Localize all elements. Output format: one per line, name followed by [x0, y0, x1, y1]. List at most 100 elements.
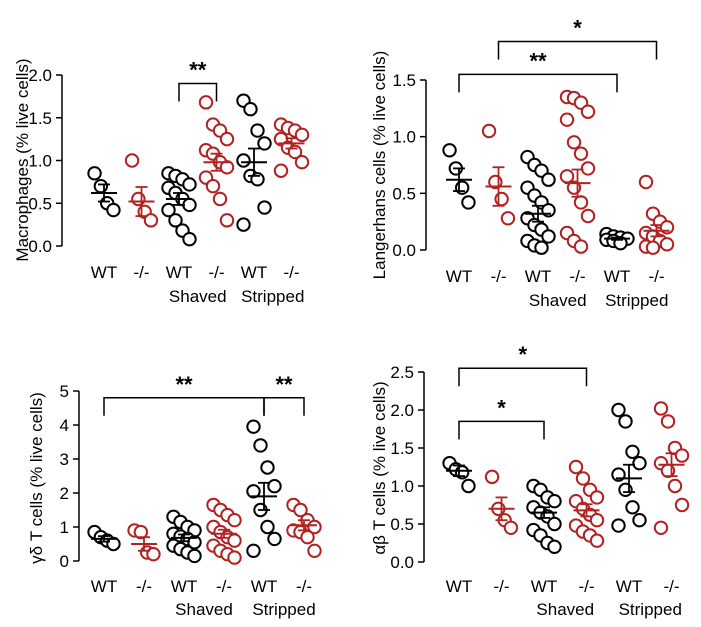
data-point — [198, 95, 214, 110]
data-point — [106, 536, 121, 552]
data-point — [541, 229, 556, 244]
data-point — [168, 213, 183, 228]
data-point — [260, 460, 275, 475]
y-tick-label: 5 — [60, 382, 69, 401]
data-point — [293, 502, 308, 518]
data-point — [541, 172, 556, 187]
data-point — [442, 143, 457, 158]
category-label: -/- — [490, 267, 506, 286]
significance-label: ** — [529, 48, 547, 73]
significance-label: * — [497, 395, 506, 420]
data-point — [580, 104, 596, 119]
category-label: -/- — [648, 267, 664, 286]
data-point — [611, 518, 626, 533]
data-point — [93, 178, 109, 194]
significance-bracket — [458, 73, 618, 93]
data-point — [580, 208, 596, 224]
significance-label: ** — [189, 58, 207, 83]
panel-ab-t-cells: 0.0 0.5 1.0 1.5 2.0 2.5αβ T cells (% live cel… — [370, 342, 690, 619]
category-label: -/- — [569, 267, 585, 286]
y-axis-label: Macrophages (% live cells) — [13, 58, 32, 261]
data-point — [227, 513, 242, 528]
category-label: -/- — [578, 577, 594, 596]
group-label: Shaved — [529, 291, 587, 310]
data-point — [246, 484, 261, 499]
y-tick-label: 3 — [60, 450, 69, 469]
group-label: Stripped — [252, 600, 315, 619]
data-point — [589, 533, 605, 548]
significance-bracket — [497, 40, 658, 60]
y-axis-label: αβ T cells (% live cells) — [370, 381, 389, 554]
y-tick-label: 0.5 — [28, 194, 52, 213]
data-point — [227, 550, 242, 565]
data-point — [106, 202, 121, 218]
data-point — [253, 438, 268, 453]
significance-label: ** — [275, 372, 293, 397]
data-point — [580, 161, 596, 176]
data-point — [182, 177, 197, 192]
y-tick-label: 1.0 — [392, 128, 416, 147]
y-tick-label: 0.5 — [392, 184, 416, 203]
data-point — [219, 131, 235, 147]
category-label: -/- — [208, 263, 224, 282]
data-point — [484, 469, 500, 485]
data-point — [481, 123, 497, 139]
data-point — [227, 533, 242, 548]
significance-bracket — [178, 82, 218, 102]
data-point — [638, 174, 654, 190]
group-label: Shaved — [169, 287, 227, 306]
data-point — [559, 169, 575, 184]
panel-gd-t-cells: 0 1 2 3 4 5 γδ T cells (% live cells) WT -/- WT -/… — [27, 372, 322, 619]
data-point — [161, 202, 176, 218]
y-tick-label: 2.5 — [390, 363, 414, 382]
y-axis-label: γδ T cells (% live cells) — [27, 392, 46, 564]
data-point — [219, 160, 235, 175]
data-point — [131, 191, 146, 207]
significance-bracket — [263, 397, 305, 416]
data-point — [494, 191, 509, 207]
data-point — [667, 478, 683, 494]
data-point — [260, 519, 275, 535]
data-point — [133, 524, 149, 540]
group-label: Stripped — [241, 287, 304, 306]
data-point — [273, 163, 289, 178]
data-point — [660, 414, 676, 429]
data-point — [547, 539, 562, 554]
category-label: WT — [171, 577, 197, 596]
data-point — [573, 239, 589, 254]
data-point — [547, 516, 562, 532]
data-point — [454, 180, 470, 195]
category-label: -/- — [216, 577, 232, 596]
data-point — [219, 213, 235, 228]
data-point — [205, 178, 221, 194]
data-point — [236, 153, 251, 168]
category-label: WT — [446, 267, 472, 286]
group-label: Stripped — [619, 600, 682, 619]
data-point — [250, 123, 265, 138]
data-point — [461, 195, 476, 210]
category-label: WT — [446, 577, 472, 596]
category-label: WT — [91, 577, 117, 596]
data-point — [618, 414, 633, 429]
significance-label: * — [518, 342, 527, 367]
y-tick-label: 1 — [60, 518, 69, 537]
data-point — [568, 459, 584, 475]
data-point — [566, 135, 582, 150]
data-point — [653, 520, 669, 535]
data-point — [124, 153, 140, 168]
data-point — [589, 490, 605, 505]
y-tick-label: 0.0 — [28, 237, 52, 256]
y-tick-label: 1.0 — [28, 152, 52, 171]
category-label: -/- — [133, 263, 149, 282]
category-label: -/- — [136, 577, 152, 596]
y-tick-label: 0 — [60, 552, 69, 571]
data-point — [294, 127, 310, 143]
y-tick-label: 0.0 — [390, 553, 414, 572]
significance-bracket — [458, 367, 588, 387]
data-point — [267, 531, 282, 547]
data-point — [573, 146, 589, 161]
data-point — [461, 478, 476, 494]
category-label: -/- — [663, 577, 679, 596]
data-point — [267, 479, 282, 494]
